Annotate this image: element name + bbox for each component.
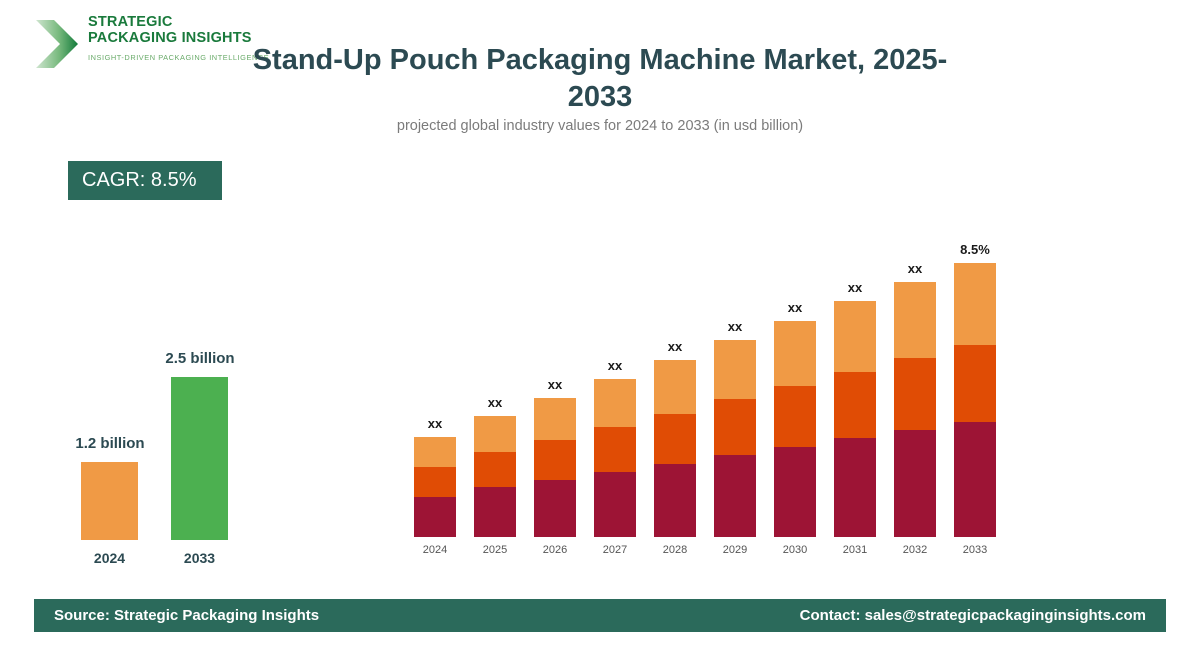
stacked-bar-segment-segment-2: [954, 345, 996, 422]
stacked-bar-year-label: 2025: [482, 544, 508, 556]
comparison-bar-group: 1.2 billion: [75, 358, 145, 540]
stacked-bar-top-label: xx: [427, 416, 443, 431]
stacked-bar-segment-segment-1: [474, 487, 516, 537]
stacked-bar-segment-segment-1: [594, 472, 636, 537]
stacked-bar: [834, 301, 876, 537]
comparison-bar-year-label: 2024: [93, 550, 126, 566]
stacked-bar-group: xx: [654, 260, 696, 560]
logo-tagline: INSIGHT-DRIVEN PACKAGING INTELLIGENCE: [88, 53, 270, 62]
stacked-bar-segment-segment-2: [894, 358, 936, 430]
comparison-bar-year-label: 2033: [183, 550, 216, 566]
stacked-bar-year-label: 2030: [782, 544, 808, 556]
stacked-bar-segment-segment-1: [834, 438, 876, 537]
stacked-bar-segment-segment-1: [954, 422, 996, 537]
stacked-bar-year-label: 2027: [602, 544, 628, 556]
stacked-bar: [954, 263, 996, 537]
comparison-bar-value-label: 2.5 billion: [165, 350, 235, 367]
stacked-bar-group: 8.5%: [954, 242, 996, 560]
cagr-badge-label: CAGR: 8.5%: [82, 169, 197, 191]
stacked-bar-year-label: 2028: [662, 544, 688, 556]
stacked-bar-segment-segment-3: [894, 282, 936, 358]
cagr-badge: CAGR: 8.5%: [68, 161, 222, 200]
comparison-bar: [171, 377, 228, 540]
stacked-bar-segment-segment-2: [414, 467, 456, 497]
stacked-bar: [414, 437, 456, 537]
logo: STRATEGIC PACKAGING INSIGHTS INSIGHT-DRI…: [34, 14, 294, 76]
stacked-bar-group: xx: [834, 260, 876, 560]
stacked-bar-top-label: xx: [847, 280, 863, 295]
stacked-bar-segment-segment-3: [834, 301, 876, 372]
comparison-bar-chart: 1.2 billion 2024 2.5 billion 2033: [55, 320, 275, 570]
logo-line-1: STRATEGIC: [88, 14, 173, 30]
stacked-bar-segment-segment-2: [654, 414, 696, 464]
stacked-bar: [474, 416, 516, 537]
stacked-bar-year-label: 2031: [842, 544, 868, 556]
stacked-bar-top-label: xx: [907, 261, 923, 276]
stacked-bar-top-label: xx: [667, 339, 683, 354]
stacked-bar-year-label: 2029: [722, 544, 748, 556]
stacked-bar-segment-segment-1: [774, 447, 816, 537]
logo-line-2: PACKAGING INSIGHTS: [88, 30, 252, 46]
stacked-bar-year-label: 2024: [422, 544, 448, 556]
stacked-bar-segment-segment-3: [594, 379, 636, 427]
comparison-bar-group: 2.5 billion: [165, 350, 235, 540]
stacked-bar-segment-segment-3: [654, 360, 696, 414]
stacked-bar-segment-segment-3: [534, 398, 576, 440]
stacked-bar-top-label: xx: [487, 395, 503, 410]
stacked-bar-segment-segment-3: [714, 340, 756, 399]
stacked-bar: [534, 398, 576, 537]
stacked-bar-segment-segment-3: [774, 321, 816, 386]
stacked-bar-year-label: 2033: [962, 544, 988, 556]
stacked-bar-segment-segment-1: [534, 480, 576, 537]
stacked-bar-segment-segment-2: [714, 399, 756, 455]
stacked-bar-year-label: 2026: [542, 544, 568, 556]
logo-wordmark: STRATEGIC PACKAGING INSIGHTS INSIGHT-DRI…: [88, 14, 288, 62]
stacked-bar-top-label: xx: [787, 300, 803, 315]
stacked-bar: [654, 360, 696, 537]
stacked-bar-top-label: xx: [547, 377, 563, 392]
comparison-bar: [81, 462, 138, 540]
stacked-bar-top-label: 8.5%: [960, 242, 990, 257]
stacked-bar-segment-segment-3: [954, 263, 996, 345]
stacked-bar: [894, 282, 936, 537]
stacked-bar-segment-segment-1: [714, 455, 756, 537]
page-title: Stand-Up Pouch Packaging Machine Market,…: [252, 44, 948, 113]
stacked-bar-segment-segment-2: [594, 427, 636, 472]
stacked-bar-group: xx: [414, 260, 456, 560]
stacked-bar-chart: xx 2024 xx 2025 xx 2026 xx 2027 xx 2028 xx 2029 xx 20…: [404, 200, 1014, 560]
page-subtitle: projected global industry values for 202…: [396, 118, 804, 134]
stacked-bar-segment-segment-3: [414, 437, 456, 467]
stacked-bar-segment-segment-2: [774, 386, 816, 447]
comparison-bar-value-label: 1.2 billion: [75, 435, 145, 452]
stacked-bar-top-label: xx: [727, 319, 743, 334]
stacked-bar-segment-segment-1: [894, 430, 936, 537]
stacked-bar-segment-segment-3: [474, 416, 516, 452]
stacked-bar-group: xx: [474, 260, 516, 560]
stacked-bar-segment-segment-2: [474, 452, 516, 487]
stacked-bar-group: xx: [714, 260, 756, 560]
stacked-bar-group: xx: [534, 260, 576, 560]
stacked-bar: [774, 321, 816, 537]
stacked-bar: [714, 340, 756, 537]
stacked-bar: [594, 379, 636, 537]
stacked-bar-segment-segment-2: [534, 440, 576, 480]
stacked-bar-segment-segment-1: [654, 464, 696, 537]
footer-bar: Source: Strategic Packaging Insights Con…: [34, 599, 1166, 632]
stacked-bar-group: xx: [894, 260, 936, 560]
footer-source: Source: Strategic Packaging Insights: [54, 607, 320, 624]
footer-contact: Contact: sales@strategicpackaginginsight…: [799, 607, 1146, 624]
stacked-bar-group: xx: [594, 260, 636, 560]
stacked-bar-group: xx: [774, 260, 816, 560]
stacked-bar-year-label: 2032: [902, 544, 928, 556]
stacked-bar-top-label: xx: [607, 358, 623, 373]
stacked-bar-segment-segment-1: [414, 497, 456, 537]
chevron-arrow-icon: [34, 18, 80, 70]
stacked-bar-segment-segment-2: [834, 372, 876, 438]
